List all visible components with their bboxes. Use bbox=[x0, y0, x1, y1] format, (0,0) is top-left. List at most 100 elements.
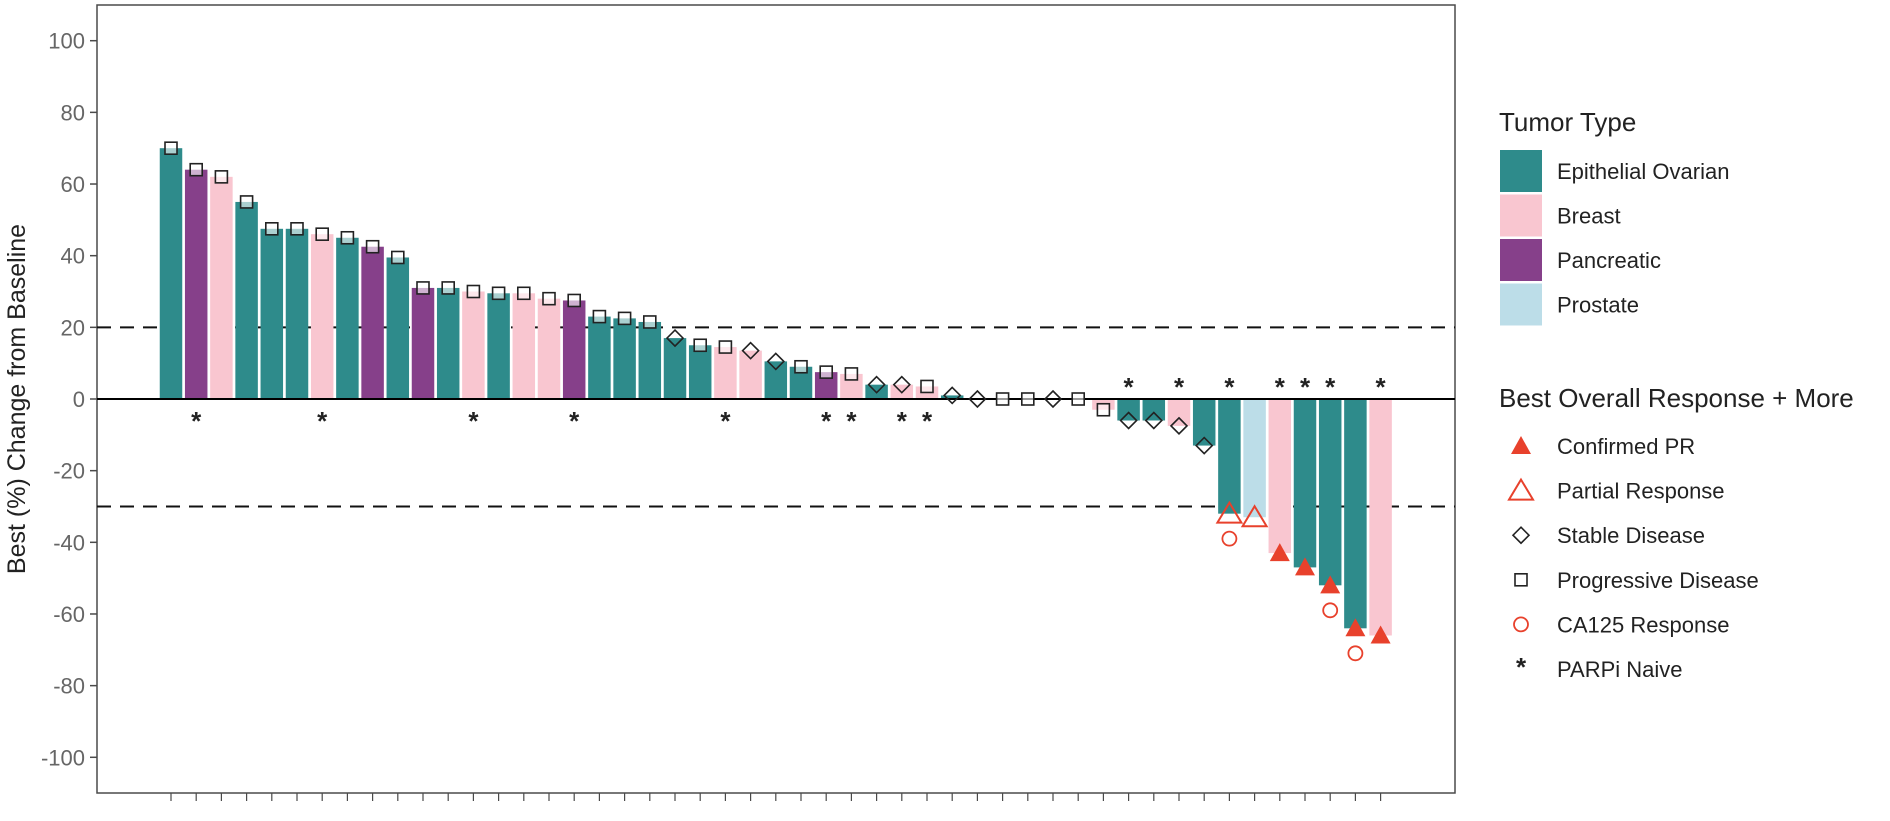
y-tick-label: 80 bbox=[61, 100, 85, 125]
bar bbox=[639, 322, 662, 399]
bar bbox=[1269, 399, 1292, 553]
bar bbox=[235, 202, 258, 399]
bar bbox=[160, 148, 183, 399]
response-marker bbox=[1072, 393, 1084, 405]
bar bbox=[387, 257, 410, 399]
legend-tumor-swatch bbox=[1500, 239, 1542, 281]
response-marker bbox=[518, 287, 530, 299]
legend-response-label: Stable Disease bbox=[1557, 523, 1705, 548]
parpi-naive-marker: * bbox=[720, 406, 731, 436]
x-axis bbox=[171, 793, 1381, 801]
bar bbox=[563, 300, 586, 399]
parpi-naive-marker: * bbox=[1224, 372, 1235, 402]
response-marker bbox=[316, 228, 328, 240]
response-marker bbox=[291, 223, 303, 235]
response-marker bbox=[493, 287, 505, 299]
bar bbox=[1319, 399, 1342, 585]
legend-tumor-swatch bbox=[1500, 150, 1542, 192]
bar bbox=[336, 238, 359, 399]
response-marker bbox=[820, 366, 832, 378]
response-marker bbox=[719, 341, 731, 353]
legend-response-label: Partial Response bbox=[1557, 479, 1725, 504]
parpi-naive-marker: * bbox=[317, 406, 328, 436]
y-tick-label: -20 bbox=[53, 459, 85, 484]
legend-response-symbol bbox=[1513, 527, 1529, 543]
parpi-naive-marker: * bbox=[922, 406, 933, 436]
bar bbox=[1117, 399, 1140, 420]
response-marker bbox=[442, 282, 454, 294]
response-marker bbox=[266, 223, 278, 235]
bar bbox=[286, 229, 309, 399]
legend-tumor-label: Epithelial Ovarian bbox=[1557, 159, 1729, 184]
bar bbox=[538, 299, 561, 399]
response-marker bbox=[543, 293, 555, 305]
response-marker bbox=[845, 368, 857, 380]
response-marker bbox=[392, 251, 404, 263]
response-marker bbox=[417, 282, 429, 294]
legend-response-label: Progressive Disease bbox=[1557, 568, 1759, 593]
bar bbox=[588, 317, 611, 399]
response-marker bbox=[215, 171, 227, 183]
y-tick-label: 60 bbox=[61, 172, 85, 197]
bar bbox=[412, 288, 435, 399]
legend-tumor-label: Breast bbox=[1557, 204, 1621, 229]
legend-response-title: Best Overall Response + More bbox=[1499, 383, 1854, 413]
bar bbox=[664, 338, 687, 399]
parpi-naive-marker: * bbox=[569, 406, 580, 436]
bar bbox=[487, 293, 510, 399]
parpi-naive-marker: * bbox=[846, 406, 857, 436]
response-marker bbox=[694, 339, 706, 351]
response-marker bbox=[593, 311, 605, 323]
bar bbox=[261, 229, 284, 399]
response-marker bbox=[997, 393, 1009, 405]
bar bbox=[714, 347, 737, 399]
response-marker bbox=[619, 312, 631, 324]
bar bbox=[311, 234, 334, 399]
bar bbox=[1243, 399, 1266, 517]
legend-tumor-type: Tumor Type Epithelial OvarianBreastPancr… bbox=[1499, 107, 1729, 326]
bar bbox=[361, 247, 384, 399]
legend-tumor-label: Pancreatic bbox=[1557, 248, 1661, 273]
parpi-naive-marker: * bbox=[821, 406, 832, 436]
legend-response-symbol bbox=[1511, 436, 1531, 454]
response-marker bbox=[241, 196, 253, 208]
bar bbox=[513, 293, 536, 399]
parpi-naive-marker: * bbox=[1275, 372, 1286, 402]
bar bbox=[613, 318, 636, 399]
response-marker bbox=[644, 316, 656, 328]
parpi-naive-marker: * bbox=[1376, 372, 1387, 402]
response-marker bbox=[1022, 393, 1034, 405]
legend-response-symbol bbox=[1509, 480, 1533, 500]
y-tick-label: 40 bbox=[61, 244, 85, 269]
bar bbox=[1344, 399, 1367, 628]
y-tick-label: -60 bbox=[53, 602, 85, 627]
bar bbox=[1143, 399, 1166, 420]
response-marker bbox=[341, 232, 353, 244]
legend-response-label: PARPi Naive bbox=[1557, 657, 1683, 682]
bar bbox=[689, 345, 712, 399]
response-marker bbox=[190, 164, 202, 176]
parpi-naive-marker: * bbox=[1325, 372, 1336, 402]
y-tick-label: -100 bbox=[41, 745, 85, 770]
parpi-naive-marker: * bbox=[1300, 372, 1311, 402]
legend-tumor-label: Prostate bbox=[1557, 293, 1639, 318]
parpi-naive-marker: * bbox=[468, 406, 479, 436]
legend-response-symbol bbox=[1515, 574, 1527, 586]
parpi-naive-marker: * bbox=[897, 406, 908, 436]
response-marker bbox=[367, 241, 379, 253]
response-marker bbox=[795, 361, 807, 373]
parpi-naive-marker: * bbox=[1174, 372, 1185, 402]
bar bbox=[462, 292, 485, 399]
bar bbox=[1369, 399, 1392, 635]
legend-response-label: Confirmed PR bbox=[1557, 434, 1695, 459]
parpi-naive-marker: * bbox=[1124, 372, 1135, 402]
bar bbox=[210, 177, 233, 399]
y-tick-label: 20 bbox=[61, 315, 85, 340]
bar bbox=[1294, 399, 1317, 567]
legend-tumor-swatch bbox=[1500, 284, 1542, 326]
y-tick-label: 100 bbox=[48, 29, 85, 54]
legend-tumor-swatch bbox=[1500, 195, 1542, 237]
bar bbox=[1168, 399, 1191, 426]
